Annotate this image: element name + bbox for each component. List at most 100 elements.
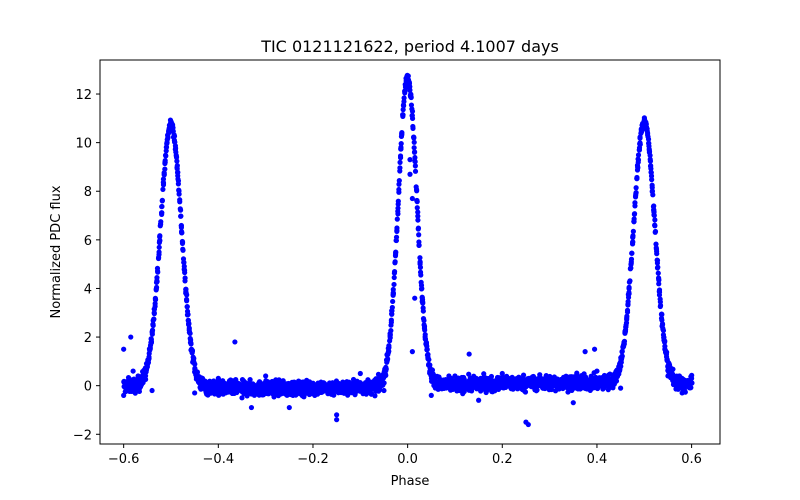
data-point [152, 296, 159, 303]
data-point [357, 370, 363, 377]
data-point [417, 255, 423, 261]
data-point [148, 336, 154, 343]
data-point [405, 73, 411, 79]
data-point [645, 136, 652, 142]
data-point [387, 332, 393, 338]
data-point [143, 369, 149, 375]
data-point [618, 385, 624, 391]
data-point [624, 316, 630, 323]
data-point [128, 334, 134, 340]
data-point [656, 281, 662, 287]
data-point [153, 286, 159, 292]
data-point [156, 244, 162, 250]
data-point [411, 135, 417, 141]
data-point [165, 134, 171, 140]
data-point [637, 141, 643, 147]
data-point [631, 211, 638, 217]
data-point [630, 233, 636, 239]
data-point [429, 367, 436, 373]
data-point [415, 217, 421, 223]
data-point [395, 211, 401, 217]
data-point [412, 154, 418, 161]
data-point [655, 270, 661, 276]
data-point [574, 372, 580, 378]
data-point [394, 225, 400, 231]
data-point [466, 371, 472, 377]
data-point [648, 163, 654, 169]
data-point [657, 303, 663, 310]
data-point [178, 224, 185, 231]
data-point [424, 347, 430, 353]
data-point [157, 237, 163, 244]
data-point [182, 278, 188, 284]
data-point [413, 186, 420, 193]
data-point [398, 144, 404, 150]
data-point [415, 226, 421, 232]
data-point [649, 177, 655, 183]
data-point [426, 357, 432, 363]
data-point [412, 149, 418, 155]
y-tick-label: −2 [73, 428, 92, 443]
data-point [175, 178, 182, 184]
data-point [394, 216, 400, 222]
data-point [522, 389, 529, 395]
data-point [151, 316, 157, 322]
data-point [159, 198, 165, 204]
data-point [181, 267, 188, 273]
data-point [156, 249, 162, 255]
data-point [665, 373, 671, 379]
data-point [630, 239, 636, 245]
data-point [634, 174, 640, 181]
y-axis-ticks: −2 0 2 4 6 8 10 12 [73, 88, 100, 443]
data-point [393, 237, 399, 244]
data-point [626, 291, 632, 297]
data-point [655, 264, 661, 270]
data-point [651, 212, 657, 219]
data-point [570, 400, 576, 406]
data-point [184, 312, 191, 318]
data-point [409, 349, 415, 355]
data-point [646, 147, 652, 153]
data-point [401, 103, 407, 109]
data-point [627, 278, 633, 284]
y-tick-label: 12 [75, 88, 92, 103]
data-point [160, 186, 166, 192]
data-point [647, 152, 653, 159]
data-point [414, 205, 420, 211]
data-point [416, 232, 422, 238]
data-point [624, 309, 631, 315]
x-tick-label: −0.4 [203, 452, 235, 467]
y-tick-label: 10 [75, 137, 92, 152]
data-point [166, 129, 172, 136]
data-point [646, 140, 652, 147]
data-point [331, 392, 337, 398]
data-point [392, 251, 399, 257]
data-point [247, 377, 253, 383]
data-point [186, 321, 192, 327]
x-tick-label: 0.0 [397, 452, 418, 467]
data-point [183, 286, 189, 292]
data-point [192, 390, 198, 396]
x-tick-label: −0.2 [297, 452, 329, 467]
data-point [392, 260, 398, 266]
data-point [188, 341, 194, 347]
data-point [162, 166, 168, 172]
data-point [411, 145, 417, 151]
data-point [407, 171, 413, 177]
data-point [130, 368, 136, 374]
data-point [629, 250, 635, 256]
data-point [171, 133, 178, 139]
data-point [618, 359, 624, 365]
data-point [184, 292, 190, 298]
data-point [416, 242, 422, 248]
data-point [626, 284, 632, 290]
data-point [422, 331, 428, 338]
data-point [412, 295, 418, 301]
data-point [386, 345, 392, 351]
data-point [180, 247, 186, 253]
data-point [408, 94, 414, 101]
data-point [633, 185, 639, 191]
data-point [418, 282, 425, 288]
data-point [425, 351, 431, 358]
data-point [414, 197, 420, 204]
